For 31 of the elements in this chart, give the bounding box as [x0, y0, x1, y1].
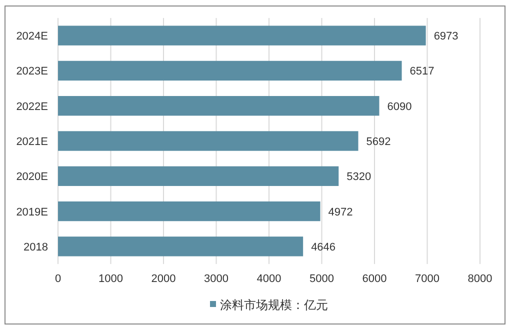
x-tick-label: 4000	[256, 273, 282, 285]
bar	[58, 60, 402, 81]
bar	[58, 166, 339, 186]
y-tick-label: 2020E	[16, 171, 48, 184]
x-tick-label: 2000	[151, 273, 176, 285]
y-tick-label: 2019E	[16, 206, 48, 218]
y-tick-label: 2021E	[16, 136, 48, 148]
data-label: 5692	[366, 136, 391, 148]
bar	[58, 201, 320, 222]
bar	[58, 236, 304, 256]
x-tick-label: 7000	[415, 273, 440, 285]
x-tick-label: 6000	[362, 273, 387, 285]
bar	[58, 26, 426, 46]
data-label: 4972	[328, 206, 353, 218]
y-tick-label: 2024E	[16, 30, 48, 43]
x-tick-label: 8000	[468, 273, 492, 285]
data-label: 6090	[387, 100, 412, 113]
y-tick-label: 2018	[24, 241, 48, 254]
y-tick-label: 2023E	[16, 66, 48, 78]
data-label: 6517	[410, 66, 434, 78]
data-label: 4646	[311, 241, 336, 254]
data-label: 5320	[346, 171, 372, 184]
x-tick-label: 0	[54, 273, 62, 285]
x-tick-label: 5000	[310, 273, 334, 285]
bar	[58, 96, 380, 116]
x-tick-label: 1000	[98, 273, 123, 285]
x-tick-label: 3000	[204, 273, 228, 285]
y-tick-label: 2022E	[16, 100, 48, 113]
data-label: 6973	[434, 30, 458, 43]
legend-label: 涂料市场规模：亿元	[220, 298, 328, 312]
bar	[58, 131, 358, 151]
